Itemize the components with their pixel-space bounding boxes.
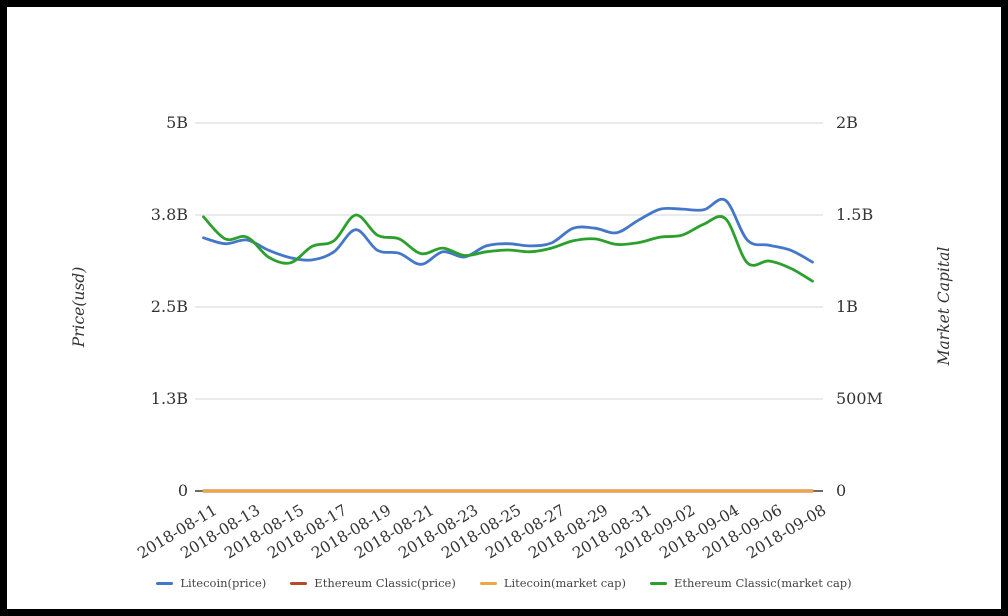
legend-label: Ethereum Classic(market cap)	[673, 576, 852, 590]
right-axis-tick-label: 500M	[836, 389, 883, 409]
legend-marker-ethereum-classic-market-cap	[649, 581, 667, 585]
left-axis-tick-label: 1.3B	[150, 389, 188, 409]
legend-label: Ethereum Classic(price)	[314, 576, 456, 590]
legend-item-litecoin-market-cap[interactable]: Litecoin(market cap)	[479, 576, 626, 590]
legend-marker-ethereum-classic-price	[290, 581, 308, 585]
right-axis-tick-label: 0	[836, 481, 847, 501]
legend-item-ethereum-classic-market-cap[interactable]: Ethereum Classic(market cap)	[649, 576, 852, 590]
left-axis-tick-label: 5B	[166, 113, 188, 133]
series-line-ethereum-classic-market-cap	[202, 213, 814, 283]
series-line-litecoin-price	[202, 197, 814, 266]
right-axis-tick-label: 2B	[836, 113, 858, 133]
legend-marker-litecoin-price	[156, 581, 174, 585]
left-axis-tick-label: 3.8B	[150, 205, 188, 225]
right-axis-tick-label: 1.5B	[836, 205, 874, 225]
right-axis-title: Market Capital	[935, 246, 953, 366]
legend-label: Litecoin(market cap)	[503, 576, 626, 590]
left-axis-title: Price(usd)	[70, 266, 88, 348]
legend-marker-litecoin-market-cap	[479, 581, 497, 585]
right-axis-tick-label: 1B	[836, 297, 858, 317]
left-axis-tick-label: 0	[177, 481, 188, 501]
legend-item-ethereum-classic-price[interactable]: Ethereum Classic(price)	[290, 576, 456, 590]
legend-label: Litecoin(price)	[180, 576, 267, 590]
legend: Litecoin(price) Ethereum Classic(price) Li…	[0, 576, 1008, 590]
left-axis-tick-label: 2.5B	[150, 297, 188, 317]
legend-item-litecoin-price[interactable]: Litecoin(price)	[156, 576, 266, 590]
